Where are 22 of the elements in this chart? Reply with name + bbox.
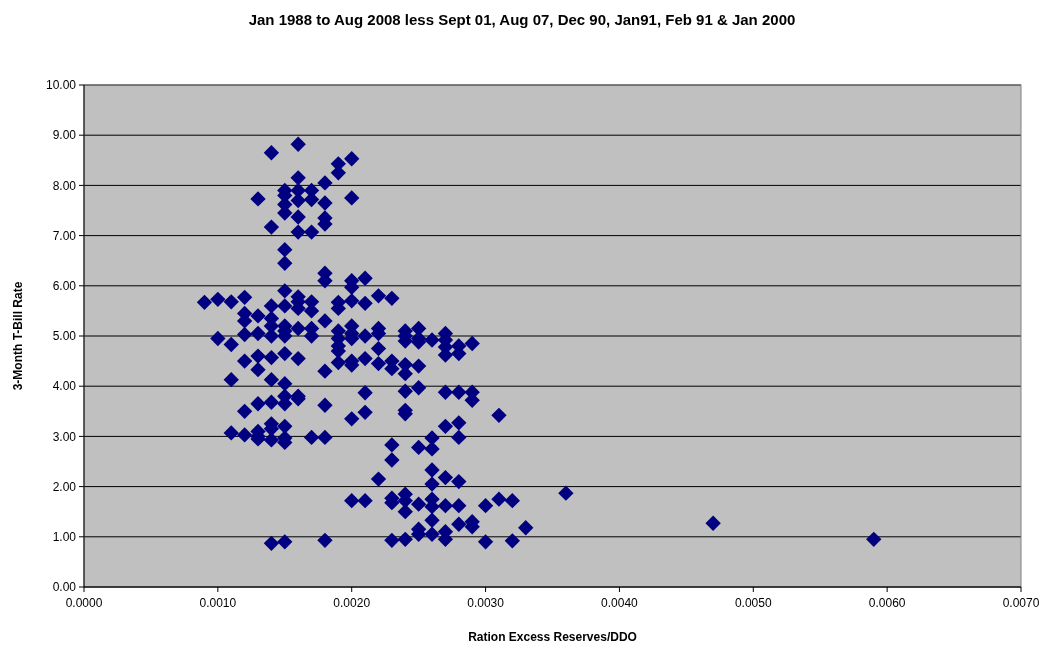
y-tick-label: 1.00 xyxy=(52,530,77,544)
x-tick-label: 0.0040 xyxy=(601,596,639,610)
y-tick-label: 9.00 xyxy=(52,128,77,143)
y-tick-label: 7.00 xyxy=(52,228,77,243)
x-axis-title: Ration Excess Reserves/DDO xyxy=(468,630,637,644)
x-tick-label: 0.0070 xyxy=(1002,596,1040,610)
x-tick-label: 0.0020 xyxy=(333,596,371,610)
x-tick-label: 0.0010 xyxy=(199,596,237,610)
y-axis-title: 3-Month T-Bill Rate xyxy=(11,281,25,391)
x-tick-label: 0.0030 xyxy=(467,596,505,610)
chart-title: Jan 1988 to Aug 2008 less Sept 01, Aug 07, Dec 90, Jan91, Feb 91 & Jan 2000 xyxy=(248,11,796,28)
y-tick-label: 2.00 xyxy=(52,479,77,494)
x-tick-label: 0.0050 xyxy=(734,596,772,610)
x-tick-label: 0.0000 xyxy=(65,596,103,610)
y-tick-label: 6.00 xyxy=(52,279,77,293)
y-tick-label: 8.00 xyxy=(52,178,77,193)
y-tick-label: 10.00 xyxy=(45,78,77,93)
y-tick-label: 4.00 xyxy=(52,379,77,394)
y-tick-label: 3.00 xyxy=(52,429,77,444)
y-tick-label: 5.00 xyxy=(52,329,77,344)
y-tick-label: 0.00 xyxy=(52,580,77,595)
x-tick-label: 0.0060 xyxy=(868,596,906,610)
